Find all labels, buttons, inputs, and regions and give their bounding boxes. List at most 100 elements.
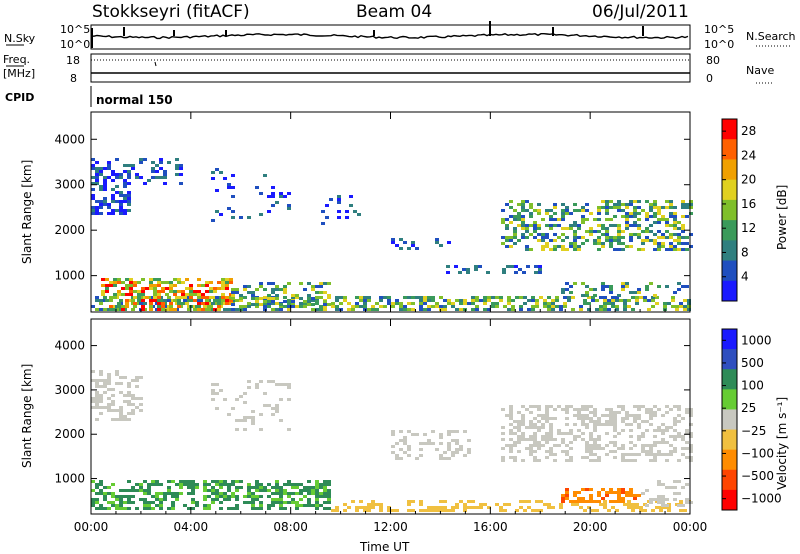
heatmap-cell: [637, 435, 641, 438]
heatmap-cell: [451, 506, 455, 509]
heatmap-cell: [227, 495, 231, 498]
heatmap-cell: [103, 492, 107, 495]
heatmap-cell: [625, 423, 629, 426]
heatmap-cell: [119, 415, 123, 418]
heatmap-cell: [359, 299, 363, 302]
heatmap-cell: [463, 302, 467, 305]
heatmap-cell: [149, 308, 153, 311]
heatmap-cell: [243, 285, 247, 288]
heatmap-cell: [447, 299, 451, 302]
heatmap-cell: [337, 210, 341, 213]
heatmap-cell: [205, 296, 209, 299]
heatmap-cell: [637, 288, 641, 291]
heatmap-cell: [119, 495, 123, 498]
heatmap-cell: [103, 179, 107, 182]
heatmap-cell: [641, 420, 645, 423]
heatmap-cell: [259, 282, 263, 285]
heatmap-cell: [597, 230, 601, 233]
heatmap-cell: [91, 400, 95, 403]
heatmap-cell: [323, 300, 327, 303]
heatmap-cell: [649, 206, 653, 209]
heatmap-cell: [537, 405, 541, 408]
heatmap-cell: [501, 459, 505, 462]
heatmap-cell: [159, 176, 163, 179]
heatmap-cell: [545, 212, 549, 215]
y-tick-label: 4000: [54, 132, 85, 146]
heatmap-cell: [509, 408, 513, 411]
heatmap-cell: [577, 417, 581, 420]
heatmap-cell: [549, 209, 553, 212]
heatmap-cell: [565, 488, 569, 491]
heatmap-cell: [267, 489, 271, 492]
heatmap-cell: [223, 480, 227, 483]
heatmap-cell: [327, 507, 331, 510]
heatmap-cell: [235, 299, 239, 302]
heatmap-cell: [589, 230, 593, 233]
heatmap-cell: [95, 176, 99, 179]
heatmap-cell: [315, 291, 319, 294]
heatmap-cell: [355, 506, 359, 509]
heatmap-cell: [681, 215, 685, 218]
heatmap-cell: [519, 500, 523, 503]
heatmap-cell: [535, 305, 539, 308]
nsky-trace: [90, 32, 689, 40]
heatmap-cell: [111, 483, 115, 486]
colorbar-tick-label: 28: [741, 124, 756, 138]
heatmap-cell: [538, 268, 542, 271]
heatmap-cell: [661, 495, 665, 498]
heatmap-cell: [107, 164, 111, 167]
heatmap-cell: [593, 500, 597, 503]
heatmap-cell: [617, 206, 621, 209]
heatmap-cell: [323, 486, 327, 489]
heatmap-cell: [123, 185, 127, 188]
colorbar-tick-label: 500: [741, 356, 764, 370]
heatmap-cell: [669, 408, 673, 411]
heatmap-cell: [661, 429, 665, 432]
heatmap-cell: [597, 500, 601, 503]
heatmap-cell: [573, 236, 577, 239]
heatmap-cell: [681, 203, 685, 206]
heatmap-cell: [119, 391, 123, 394]
heatmap-cell: [657, 212, 661, 215]
heatmap-cell: [577, 245, 581, 248]
x-axis-label: Time UT: [359, 540, 410, 554]
heatmap-cell: [581, 423, 585, 426]
heatmap-cell: [523, 296, 527, 299]
heatmap-cell: [467, 439, 471, 442]
heatmap-cell: [617, 209, 621, 212]
heatmap-cell: [247, 492, 251, 495]
heatmap-cell: [167, 492, 171, 495]
freq-tick-top: 18: [66, 54, 80, 67]
heatmap-cell: [263, 392, 267, 395]
heatmap-cell: [271, 498, 275, 501]
heatmap-cell: [299, 302, 303, 305]
heatmap-cell: [451, 451, 455, 454]
heatmap-cell: [99, 406, 103, 409]
heatmap-cell: [143, 158, 147, 161]
heatmap-cell: [177, 302, 181, 305]
heatmap-cell: [109, 284, 113, 287]
heatmap-cell: [131, 495, 135, 498]
heatmap-cell: [621, 497, 625, 500]
heatmap-cell: [601, 282, 605, 285]
heatmap-cell: [217, 299, 221, 302]
heatmap-cell: [211, 219, 215, 222]
heatmap-cell: [549, 224, 553, 227]
heatmap-cell: [135, 507, 139, 510]
heatmap-cell: [527, 299, 531, 302]
heatmap-cell: [607, 299, 611, 302]
heatmap-cell: [201, 302, 205, 305]
heatmap-cell: [247, 305, 251, 308]
heatmap-cell: [673, 221, 677, 224]
heatmap-cell: [491, 302, 495, 305]
heatmap-cell: [223, 177, 227, 180]
heatmap-cell: [131, 489, 135, 492]
heatmap-cell: [577, 227, 581, 230]
heatmap-cell: [629, 414, 633, 417]
heatmap-cell: [458, 271, 462, 274]
heatmap-cell: [159, 492, 163, 495]
heatmap-cell: [407, 454, 411, 457]
colorbar-segment: [722, 329, 737, 350]
heatmap-cell: [527, 500, 531, 503]
heatmap-cell: [474, 268, 478, 271]
